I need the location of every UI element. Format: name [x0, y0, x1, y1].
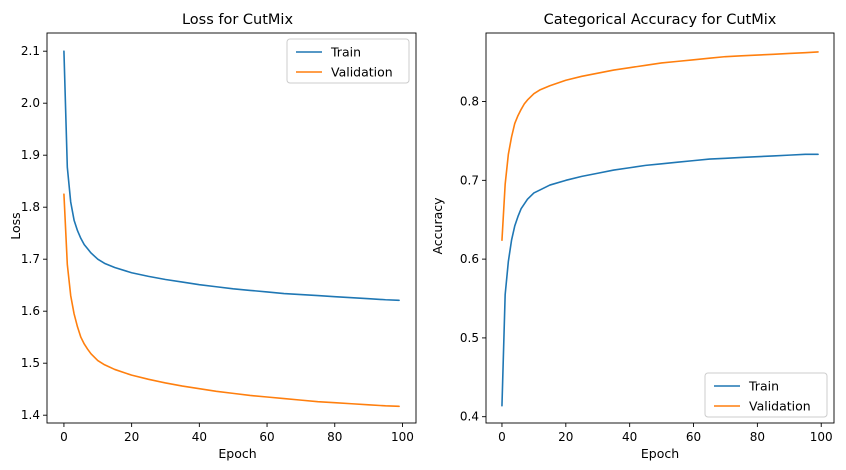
accuracy-chart-legend-label-validation: Validation	[749, 399, 811, 414]
loss-chart-series-line-validation	[63, 193, 400, 408]
loss-chart-legend-label-train: Train	[330, 45, 361, 60]
accuracy-chart-axes-frame	[485, 32, 835, 424]
accuracy-chart-ytick-label: 0.8	[460, 95, 479, 109]
accuracy-chart-xtick-label: 100	[810, 430, 833, 444]
accuracy-chart-series-line-train	[501, 153, 819, 407]
accuracy-chart-legend-label-train: Train	[748, 379, 779, 394]
accuracy-chart-plot-area: 0 20 40 60 80 100 0.4 0.5 0.6 0.7 0.8	[460, 32, 835, 444]
accuracy-chart-xtick-label: 80	[750, 430, 765, 444]
loss-chart-ytick-label: 1.9	[21, 148, 40, 162]
accuracy-chart-ytick-label: 0.5	[460, 331, 479, 345]
accuracy-chart-xtick-label: 20	[558, 430, 573, 444]
loss-chart-xtick-label: 0	[60, 430, 68, 444]
loss-chart-xtick-label: 80	[327, 430, 342, 444]
loss-chart-ytick-label: 2.0	[21, 96, 40, 110]
loss-chart-legend: Train Validation	[286, 38, 410, 84]
loss-chart-ytick-label: 1.7	[21, 252, 40, 266]
accuracy-chart-ylabel: Accuracy	[430, 197, 445, 255]
loss-chart-panel: Loss for CutMix Epoch Loss 0 20 40 60 80 100 1…	[8, 12, 417, 461]
accuracy-chart-series-line-validation	[501, 51, 819, 242]
accuracy-chart-legend: Train Validation	[704, 372, 828, 418]
loss-chart-plot-area: 0 20 40 60 80 100 1.4 1.5 1.6 1.7 1.8 1.9 2.0 2.1	[21, 32, 417, 444]
loss-chart-ytick-label: 2.1	[21, 44, 40, 58]
loss-chart-xtick-label: 60	[259, 430, 274, 444]
loss-chart-series-line-train	[63, 50, 400, 302]
loss-chart-xtick-label: 20	[124, 430, 139, 444]
accuracy-chart-xtick-label: 0	[498, 430, 506, 444]
loss-chart-ytick-label: 1.8	[21, 200, 40, 214]
loss-chart-xlabel: Epoch	[218, 446, 256, 461]
accuracy-chart-panel: Categorical Accuracy for CutMix Epoch Ac…	[430, 12, 835, 461]
loss-chart-legend-label-validation: Validation	[331, 65, 393, 80]
accuracy-chart-xtick-label: 40	[622, 430, 637, 444]
loss-chart-xtick-label: 40	[192, 430, 207, 444]
accuracy-chart-ytick-label: 0.6	[460, 252, 479, 266]
accuracy-chart-xtick-label: 60	[686, 430, 701, 444]
loss-chart-ytick-label: 1.4	[21, 408, 40, 422]
loss-chart-ytick-label: 1.6	[21, 304, 40, 318]
loss-chart-ytick-label: 1.5	[21, 356, 40, 370]
loss-chart-ylabel: Loss	[8, 212, 23, 239]
loss-chart-axes-frame	[46, 32, 417, 424]
accuracy-chart-ytick-label: 0.4	[460, 410, 479, 424]
loss-chart-title: Loss for CutMix	[182, 12, 293, 28]
loss-chart-xtick-label: 100	[391, 430, 414, 444]
accuracy-chart-ytick-label: 0.7	[460, 173, 479, 187]
accuracy-chart-xlabel: Epoch	[641, 446, 679, 461]
accuracy-chart-title: Categorical Accuracy for CutMix	[544, 12, 777, 28]
